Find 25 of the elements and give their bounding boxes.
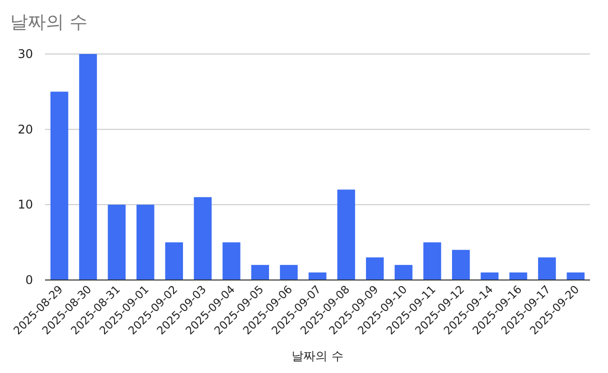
y-tick-label: 10 <box>18 198 33 212</box>
bar <box>194 197 212 280</box>
bar <box>136 204 154 280</box>
bar <box>509 272 528 280</box>
bar <box>538 257 556 280</box>
bar <box>222 242 240 280</box>
y-tick-label: 20 <box>18 122 33 136</box>
bar <box>452 250 470 280</box>
bar <box>280 264 298 280</box>
bar <box>423 242 442 280</box>
y-tick-label: 30 <box>18 47 33 61</box>
bar <box>251 264 270 280</box>
bar <box>165 242 183 280</box>
bar <box>480 272 498 280</box>
bar <box>79 54 97 280</box>
bar <box>337 190 356 280</box>
x-axis-title: 날짜의 수 <box>292 349 344 363</box>
chart-title: 날짜의 수 <box>10 12 88 33</box>
bar <box>50 92 68 280</box>
bar <box>108 204 126 280</box>
bar <box>394 264 412 280</box>
bar <box>566 272 585 280</box>
y-tick-label: 0 <box>25 273 33 287</box>
bar <box>366 257 384 280</box>
bar <box>308 272 326 280</box>
